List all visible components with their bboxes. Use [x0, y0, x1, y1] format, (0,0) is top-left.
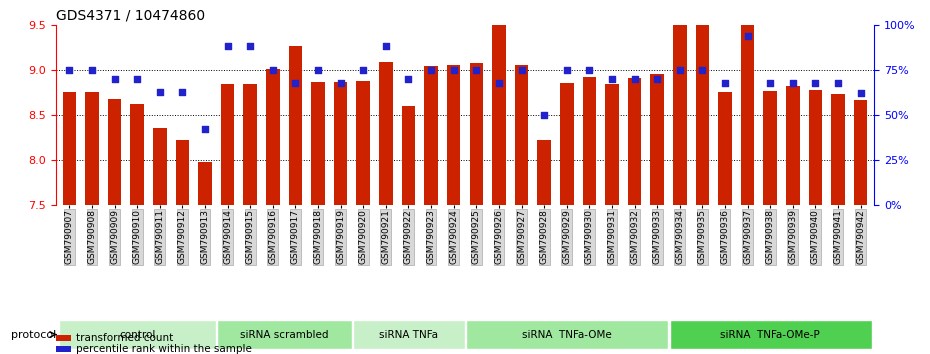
Bar	[492, 0, 506, 205]
Bar	[650, 74, 664, 205]
Bar	[402, 106, 416, 205]
Bar	[266, 69, 280, 205]
Bar	[696, 0, 710, 205]
Bar	[831, 94, 844, 205]
Point	[537, 112, 551, 118]
Point	[333, 80, 348, 85]
Bar	[244, 84, 257, 205]
Bar	[786, 86, 800, 205]
FancyBboxPatch shape	[466, 320, 669, 349]
Text: siRNA  TNFa-OMe-P: siRNA TNFa-OMe-P	[721, 330, 820, 339]
Point	[740, 33, 755, 39]
Bar	[288, 46, 302, 205]
Bar	[356, 81, 370, 205]
Point	[153, 89, 167, 95]
Point	[311, 67, 325, 73]
Text: GDS4371 / 10474860: GDS4371 / 10474860	[56, 8, 205, 22]
Point	[650, 76, 665, 82]
Bar	[424, 66, 438, 205]
Point	[85, 67, 100, 73]
Point	[401, 76, 416, 82]
Bar	[538, 140, 551, 205]
Bar	[56, 335, 71, 341]
Bar	[56, 346, 71, 352]
Point	[695, 67, 710, 73]
Point	[446, 67, 461, 73]
FancyBboxPatch shape	[353, 320, 465, 349]
Point	[627, 76, 642, 82]
Bar	[673, 0, 686, 205]
Bar	[741, 0, 754, 205]
Bar	[718, 92, 732, 205]
Bar	[809, 90, 822, 205]
Bar	[198, 162, 212, 205]
Point	[763, 80, 777, 85]
Point	[808, 80, 823, 85]
Bar	[312, 82, 325, 205]
Point	[853, 91, 868, 96]
Bar	[86, 92, 99, 205]
Point	[672, 67, 687, 73]
Bar	[854, 100, 868, 205]
Bar	[560, 84, 574, 205]
Point	[514, 67, 529, 73]
FancyBboxPatch shape	[218, 320, 352, 349]
Bar	[628, 78, 642, 205]
Point	[175, 89, 190, 95]
Bar	[470, 63, 483, 205]
Text: siRNA scrambled: siRNA scrambled	[240, 330, 328, 339]
Point	[265, 67, 280, 73]
Point	[718, 80, 733, 85]
Point	[62, 67, 77, 73]
Text: transformed count: transformed count	[76, 333, 174, 343]
Point	[491, 80, 506, 85]
Point	[604, 76, 619, 82]
Point	[830, 80, 845, 85]
Point	[424, 67, 439, 73]
Point	[785, 80, 800, 85]
Bar	[379, 62, 392, 205]
Text: protocol: protocol	[10, 330, 56, 339]
FancyBboxPatch shape	[670, 320, 872, 349]
Text: percentile rank within the sample: percentile rank within the sample	[76, 344, 252, 354]
Bar	[108, 99, 121, 205]
Text: siRNA  TNFa-OMe: siRNA TNFa-OMe	[522, 330, 612, 339]
Text: siRNA TNFa: siRNA TNFa	[379, 330, 438, 339]
Bar	[447, 65, 460, 205]
Bar	[514, 65, 528, 205]
Point	[107, 76, 122, 82]
Point	[559, 67, 574, 73]
Point	[197, 127, 212, 132]
Point	[469, 67, 484, 73]
Bar	[153, 128, 166, 205]
Point	[220, 44, 235, 49]
Bar	[220, 84, 234, 205]
Point	[582, 67, 597, 73]
Point	[130, 76, 145, 82]
Bar	[176, 140, 189, 205]
Bar	[334, 82, 348, 205]
Bar	[764, 91, 777, 205]
Bar	[582, 77, 596, 205]
Point	[356, 67, 371, 73]
FancyBboxPatch shape	[60, 320, 217, 349]
Bar	[605, 84, 618, 205]
Bar	[130, 104, 144, 205]
Bar	[62, 92, 76, 205]
Point	[379, 44, 393, 49]
Point	[243, 44, 258, 49]
Text: control: control	[119, 330, 155, 339]
Point	[288, 80, 303, 85]
